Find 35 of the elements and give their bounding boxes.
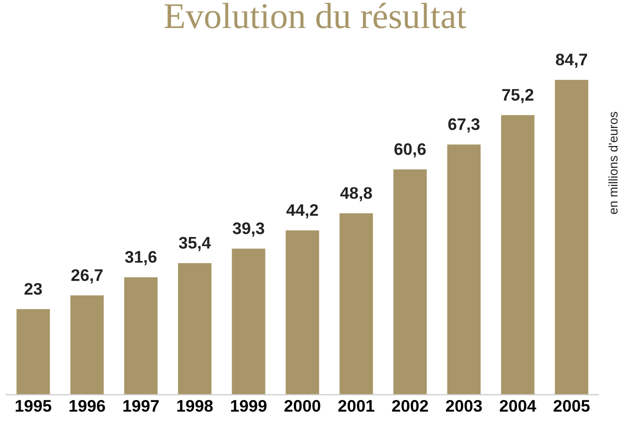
x-tick-label: 2001	[338, 400, 374, 412]
data-label: 48,8	[340, 187, 372, 202]
data-label: 75,2	[502, 88, 534, 104]
x-tick-label: 2004	[500, 400, 536, 412]
bar	[124, 277, 158, 395]
x-tick-label: 2003	[446, 400, 482, 412]
bar	[340, 213, 373, 395]
bar	[393, 169, 427, 395]
x-tick-label: 1995	[16, 400, 52, 412]
x-tick-label: 2005	[554, 400, 590, 412]
bar	[70, 295, 104, 395]
x-tick-label: 1997	[123, 400, 159, 412]
bar	[554, 80, 588, 395]
data-label: 31,6	[125, 251, 157, 266]
data-label: 39,3	[232, 222, 264, 237]
data-label: 84,7	[556, 54, 588, 68]
y2-axis-title: en millions d'euros	[608, 112, 618, 214]
bar	[501, 115, 534, 395]
data-label: 60,6	[394, 143, 426, 158]
data-label: 67,3	[448, 118, 480, 133]
data-label: 44,2	[286, 204, 318, 218]
data-label: 35,4	[178, 236, 211, 252]
x-tick-label: 1996	[70, 400, 105, 412]
bar	[16, 309, 50, 395]
data-label: 26,7	[71, 269, 103, 284]
x-tick-label: 1999	[231, 400, 266, 412]
x-tick-label: 1998	[177, 400, 213, 412]
bar	[447, 144, 481, 395]
x-tick-label: 2002	[392, 400, 428, 412]
bar	[232, 248, 266, 395]
x-tick-label: 2000	[284, 400, 320, 412]
data-label: 23	[24, 282, 42, 295]
chart-title: Evolution du résultat	[164, 2, 466, 28]
bar	[286, 230, 320, 395]
bar	[178, 263, 212, 395]
